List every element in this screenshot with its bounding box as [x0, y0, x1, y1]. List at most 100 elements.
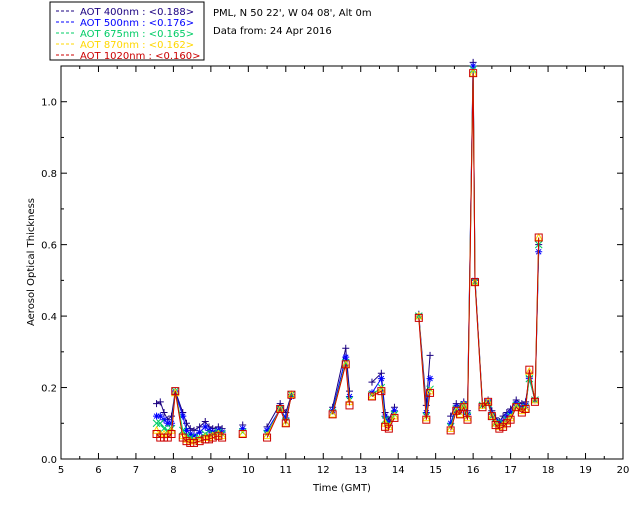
y-axis-title: Aerosol Optical Thickness: [26, 198, 37, 326]
data-point: [446, 426, 455, 435]
series-line-5: [156, 73, 540, 444]
data-point: [506, 415, 515, 424]
legend-label-4: AOT 870nm : <0.162>: [80, 40, 194, 51]
data-point: [287, 390, 296, 398]
data-point: [168, 419, 176, 427]
data-point: [190, 432, 198, 440]
data-point: [422, 415, 431, 424]
data-point: [342, 353, 350, 361]
data-point: [160, 416, 168, 424]
data-point: [276, 404, 285, 413]
x-axis: 5 6 7 8 9 10 11 12 13 14 15 16 17 18 19 20: [58, 66, 630, 476]
x-tick-label: 13: [354, 465, 367, 476]
data-point: [367, 391, 377, 400]
legend-label-2: AOT 500nm : <0.176>: [80, 18, 194, 29]
data-point: [328, 410, 337, 419]
x-tick-label: 18: [542, 465, 555, 476]
y-tick-label: 0.0: [41, 455, 57, 466]
location-text: PML, N 50 22', W 04 08', Alt 0m: [213, 8, 372, 19]
data-point: [208, 433, 217, 442]
data-point: [156, 398, 164, 406]
x-tick-label: 17: [504, 465, 517, 476]
data-point: [525, 365, 534, 374]
x-tick-label: 8: [170, 465, 176, 476]
data-point: [469, 69, 478, 78]
data-point: [196, 428, 204, 436]
data-point: [263, 433, 272, 442]
data-point: [368, 378, 376, 386]
data-point: [160, 409, 168, 417]
data-point: [511, 402, 521, 411]
data-point: [168, 412, 176, 420]
series-5: [152, 69, 543, 447]
x-tick-label: 15: [429, 465, 442, 476]
data-point: [377, 375, 385, 383]
data-point: [384, 424, 393, 433]
data-point: [156, 419, 165, 428]
y-tick-label: 0.8: [41, 169, 57, 180]
data-point: [167, 429, 176, 438]
x-tick-label: 5: [58, 465, 64, 476]
x-tick-label: 19: [579, 465, 592, 476]
data-point: [164, 419, 172, 427]
data-point: [478, 403, 487, 412]
data-point: [471, 278, 480, 287]
data-point: [275, 404, 285, 413]
x-tick-label: 6: [95, 465, 101, 476]
series-layer: [152, 58, 544, 447]
data-point: [152, 419, 161, 428]
data-point: [459, 403, 468, 412]
data-point: [287, 390, 296, 399]
data-point: [390, 407, 398, 415]
data-point: [282, 414, 290, 422]
data-point: [262, 431, 272, 440]
data-point: [421, 413, 431, 422]
data-point: [512, 403, 521, 412]
data-point: [484, 397, 493, 406]
data-point: [487, 412, 496, 421]
data-point: [521, 404, 530, 413]
data-point: [179, 412, 187, 420]
x-tick-label: 20: [617, 465, 630, 476]
x-tick-label: 12: [317, 465, 330, 476]
data-point: [483, 397, 493, 406]
data-point: [186, 430, 194, 438]
data-point: [205, 426, 213, 434]
data-point: [239, 425, 247, 433]
legend-label-3: AOT 675nm : <0.165>: [80, 29, 194, 40]
data-point: [171, 387, 180, 396]
data-point: [426, 388, 435, 397]
y-tick-label: 0.2: [41, 384, 57, 395]
x-tick-label: 7: [133, 465, 139, 476]
data-date-text: Data from: 24 Apr 2016: [213, 26, 332, 37]
data-point: [201, 423, 209, 431]
y-tick-label: 0.6: [41, 241, 57, 252]
data-point: [341, 360, 350, 369]
data-point: [263, 426, 271, 434]
data-point: [530, 397, 539, 406]
legend-label-1: AOT 400nm : <0.188>: [80, 7, 194, 18]
data-point: [487, 411, 497, 420]
data-point: [426, 351, 434, 359]
y-axis: 0.0 0.2 0.4 0.6 0.8 1.0: [41, 65, 623, 466]
data-point: [463, 415, 472, 424]
data-point: [195, 437, 204, 446]
data-point: [426, 375, 434, 383]
x-tick-label: 10: [242, 465, 255, 476]
data-point: [153, 412, 161, 420]
data-point: [281, 418, 291, 427]
data-point: [218, 433, 227, 442]
data-point: [377, 387, 386, 396]
x-tick-label: 14: [392, 465, 405, 476]
data-point: [469, 62, 477, 70]
legend: AOT 400nm : <0.188>AOT 500nm : <0.176>AO…: [49, 1, 205, 62]
data-point: [342, 344, 350, 352]
legend-box: [49, 1, 205, 61]
data-point: [390, 413, 399, 422]
data-point: [507, 409, 515, 417]
y-tick-label: 1.0: [41, 98, 57, 109]
data-point: [178, 426, 187, 435]
data-point: [160, 424, 168, 433]
data-point: [530, 395, 540, 404]
